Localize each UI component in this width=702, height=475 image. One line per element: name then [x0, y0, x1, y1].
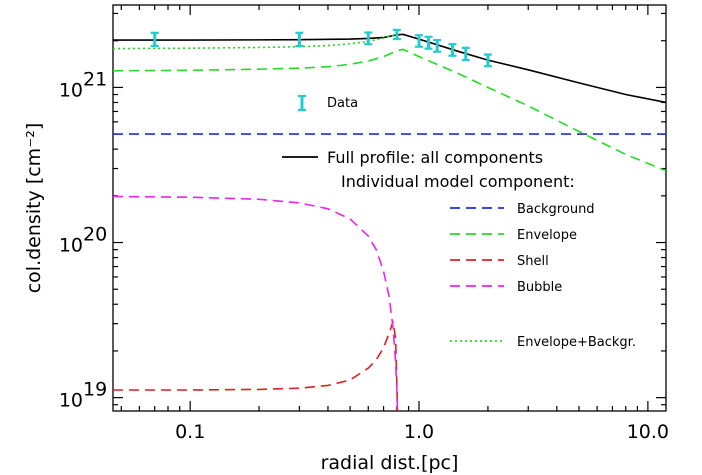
legend-item-bubble: Bubble [450, 280, 562, 295]
data-point [415, 34, 424, 48]
model-curves [113, 33, 666, 411]
series-full-profile-all-components [113, 33, 666, 104]
data-point [295, 31, 304, 48]
data-point [433, 38, 442, 53]
legend-label: Background [517, 202, 595, 217]
y-tick-exponent: 21 [83, 68, 107, 90]
y-tick-label: 10 [59, 390, 83, 412]
legend-label: Envelope+Backgr. [517, 335, 636, 350]
data-point [150, 31, 159, 48]
legend-item-individual-model-component: Individual model component: [341, 172, 575, 191]
y-tick-exponent: 20 [83, 224, 107, 246]
x-tick-label: 0.1 [175, 421, 205, 443]
data-point [483, 53, 492, 68]
legend-item-data: Data [298, 94, 358, 112]
legend-item-envelope-backgr: Envelope+Backgr. [450, 335, 636, 350]
data-point [461, 46, 470, 62]
x-axis-title: radial dist.[pc] [321, 452, 459, 474]
series-shell [113, 321, 399, 411]
legend-item-background: Background [450, 202, 595, 217]
legend-label: Bubble [517, 280, 562, 295]
data-point [448, 43, 457, 57]
legend-label: Individual model component: [341, 172, 575, 191]
y-axis-title: col.density [cm⁻²] [23, 123, 45, 294]
series-envelope [113, 48, 666, 172]
legend-label: Full profile: all components [327, 148, 543, 167]
legend-label: Envelope [517, 228, 577, 243]
legend-item-envelope: Envelope [450, 228, 577, 243]
y-tick-label: 10 [59, 235, 83, 257]
legend: Data Full profile: all components Individu… [282, 94, 636, 350]
series-bubble [113, 195, 399, 411]
y-tick-label: 10 [59, 79, 83, 101]
data-point [364, 31, 373, 46]
legend-item-full-profile-all-components: Full profile: all components [282, 148, 543, 167]
x-tick-label: 1.0 [404, 421, 434, 443]
data-point [392, 28, 401, 41]
plot-frame [112, 4, 667, 412]
legend-label: Shell [517, 254, 549, 269]
legend-label: Data [327, 96, 358, 111]
x-tick-label: 10.0 [627, 421, 669, 443]
legend-item-shell: Shell [450, 254, 549, 269]
data-points [150, 28, 492, 68]
tick-marks [113, 5, 666, 411]
data-point [424, 35, 433, 50]
series-envelope-backgr [113, 33, 398, 50]
y-tick-exponent: 19 [83, 379, 107, 401]
